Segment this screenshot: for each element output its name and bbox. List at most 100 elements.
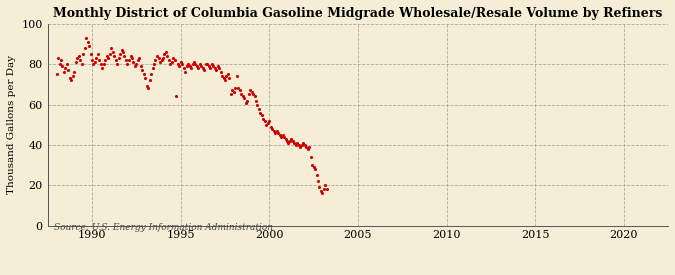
Point (150, 58, 161, 62)
Point (162, 54, 173, 58)
Point (91, 56, 102, 60)
Point (233, 86, 244, 90)
Point (116, 48, 127, 52)
Point (196, 64, 207, 68)
Point (199, 68, 210, 72)
Point (274, 133, 285, 137)
Point (180, 70, 190, 75)
Point (86, 58, 97, 62)
Point (208, 64, 219, 68)
Point (103, 56, 114, 60)
Point (75, 58, 86, 62)
Point (76, 62, 87, 66)
Point (249, 94, 260, 99)
Point (188, 60, 199, 64)
Point (252, 102, 263, 107)
Point (79, 46, 90, 50)
Point (214, 66, 225, 70)
Point (310, 167, 321, 171)
Point (101, 54, 112, 58)
Point (245, 88, 256, 93)
Point (119, 54, 130, 58)
Point (54, 62, 65, 66)
Point (105, 52, 115, 56)
Point (169, 58, 180, 62)
Point (202, 62, 213, 66)
Point (227, 88, 238, 93)
Point (223, 72, 234, 76)
Point (186, 66, 196, 70)
Point (211, 68, 221, 72)
Point (121, 58, 132, 62)
Point (148, 62, 159, 66)
Point (110, 58, 121, 62)
Point (268, 128, 279, 133)
Point (95, 62, 106, 66)
Point (192, 64, 202, 68)
Point (306, 163, 317, 167)
Point (90, 60, 101, 64)
Point (321, 187, 332, 191)
Point (161, 50, 171, 54)
Point (273, 131, 284, 135)
Point (254, 106, 265, 111)
Point (265, 125, 276, 129)
Point (132, 58, 143, 62)
Point (313, 179, 323, 183)
Point (316, 189, 327, 193)
Point (209, 66, 220, 70)
Point (74, 54, 84, 58)
Point (295, 145, 306, 149)
Point (82, 40, 93, 44)
Point (168, 56, 179, 60)
Point (286, 137, 297, 141)
Point (176, 60, 186, 64)
Point (283, 141, 294, 145)
Point (130, 64, 140, 68)
Point (57, 64, 68, 68)
Point (143, 86, 154, 90)
Point (302, 147, 313, 151)
Point (88, 62, 99, 66)
Point (172, 62, 183, 66)
Point (218, 76, 229, 81)
Point (117, 50, 128, 54)
Point (136, 64, 146, 68)
Point (232, 74, 242, 78)
Point (261, 122, 271, 127)
Point (69, 70, 80, 75)
Point (207, 62, 217, 66)
Point (285, 139, 296, 143)
Point (99, 62, 109, 66)
Point (243, 92, 254, 97)
Point (131, 62, 142, 66)
Point (193, 66, 204, 70)
Point (317, 191, 328, 196)
Point (97, 66, 108, 70)
Point (61, 62, 72, 66)
Point (299, 143, 310, 147)
Point (181, 64, 192, 68)
Point (289, 141, 300, 145)
Point (183, 62, 194, 66)
Point (271, 128, 282, 133)
Point (187, 62, 198, 66)
Point (294, 143, 304, 147)
Point (155, 60, 165, 64)
Point (157, 56, 168, 60)
Point (236, 92, 246, 97)
Point (255, 110, 266, 115)
Point (128, 60, 139, 64)
Point (242, 98, 252, 103)
Point (276, 134, 287, 139)
Point (141, 84, 152, 89)
Point (239, 96, 250, 101)
Point (144, 78, 155, 82)
Point (225, 92, 236, 97)
Point (280, 137, 291, 141)
Point (174, 64, 185, 68)
Point (296, 143, 307, 147)
Point (156, 58, 167, 62)
Point (134, 56, 144, 60)
Point (184, 64, 195, 68)
